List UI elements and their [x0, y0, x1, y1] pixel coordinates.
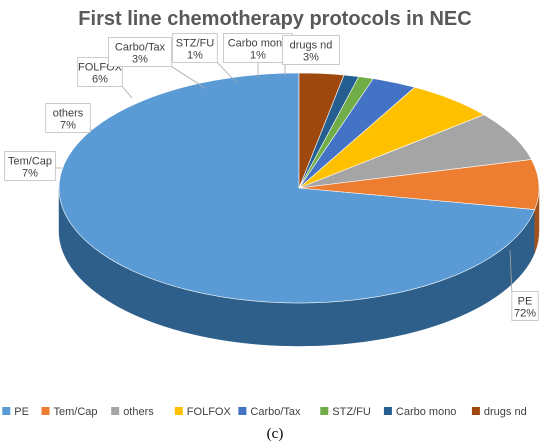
legend-item-tem-cap: Tem/Cap: [41, 406, 98, 418]
data-label-box: [282, 35, 340, 65]
data-label-name: others: [53, 108, 84, 120]
data-label-box: [511, 291, 539, 321]
legend-label: Carbo/Tax: [250, 406, 301, 418]
pie-top: [58, 72, 540, 304]
pie-slice-tem-cap: [298, 159, 540, 210]
data-label-percent: 7%: [22, 168, 38, 180]
legend-item-others: others: [111, 406, 154, 418]
leader-line: [121, 86, 133, 99]
leader-line: [509, 249, 513, 292]
legend-item-stz-fu: STZ/FU: [320, 406, 371, 418]
legend-label: STZ/FU: [332, 406, 371, 418]
legend-item-carbo-mono: Carbo mono: [383, 406, 457, 418]
legend-label: others: [123, 406, 154, 418]
legend-item-pe: PE: [2, 406, 29, 418]
legend-label: drugs nd: [484, 406, 527, 418]
data-labels: PE72%Tem/Cap7%others7%FOLFOX6%Carbo/Tax3…: [4, 33, 539, 321]
legend: PE Tem/Cap others FOLFOX Carbo/Tax STZ/FU Carb…: [2, 406, 527, 418]
figure-caption: (c): [267, 426, 284, 442]
data-label-name: Carbo mono: [228, 38, 289, 50]
legend-label: Tem/Cap: [54, 406, 98, 418]
leader-line: [171, 66, 206, 89]
data-label-percent: 72%: [514, 308, 536, 320]
data-label-percent: 3%: [132, 54, 148, 66]
data-label-percent: 1%: [250, 50, 266, 62]
legend-item-drugs-nd: drugs nd: [471, 406, 527, 418]
legend-swatch: [320, 407, 329, 415]
legend-swatch: [111, 407, 120, 415]
data-label-name: Tem/Cap: [8, 156, 52, 168]
data-label-box: [108, 37, 172, 67]
legend-swatch: [471, 407, 480, 415]
legend-swatch: [2, 407, 11, 415]
data-label-percent: 3%: [303, 52, 319, 64]
pie-slice-others: [298, 114, 532, 189]
data-label-stz-fu: STZ/FU1%: [172, 33, 237, 83]
data-label-percent: 6%: [92, 74, 108, 86]
data-label-percent: 7%: [60, 120, 76, 132]
data-label-box: [172, 33, 218, 63]
data-label-percent: 1%: [187, 50, 203, 62]
data-label-name: drugs nd: [290, 40, 333, 52]
legend-item-folfox: FOLFOX: [174, 406, 232, 418]
pie-slice-pe: [58, 72, 536, 304]
data-label-name: PE: [518, 296, 533, 308]
data-label-box: [45, 103, 91, 133]
pie-slice-drugs-nd: [298, 72, 345, 189]
legend-label: FOLFOX: [187, 406, 232, 418]
legend-swatch: [383, 407, 392, 415]
legend-item-carbo-tax: Carbo/Tax: [238, 406, 301, 418]
legend-swatch: [41, 407, 50, 415]
legend-swatch: [174, 407, 183, 415]
legend-label: Carbo mono: [396, 406, 457, 418]
chart-title: First line chemotherapy protocols in NEC: [78, 8, 471, 30]
leader-line: [217, 62, 237, 83]
legend-label: PE: [14, 406, 29, 418]
data-label-name: STZ/FU: [176, 38, 215, 50]
data-label-box: [223, 33, 293, 63]
legend-swatch: [238, 407, 247, 415]
data-label-drugs-nd: drugs nd3%: [282, 35, 340, 76]
data-label-box: [4, 151, 56, 181]
data-label-name: Carbo/Tax: [115, 42, 166, 54]
